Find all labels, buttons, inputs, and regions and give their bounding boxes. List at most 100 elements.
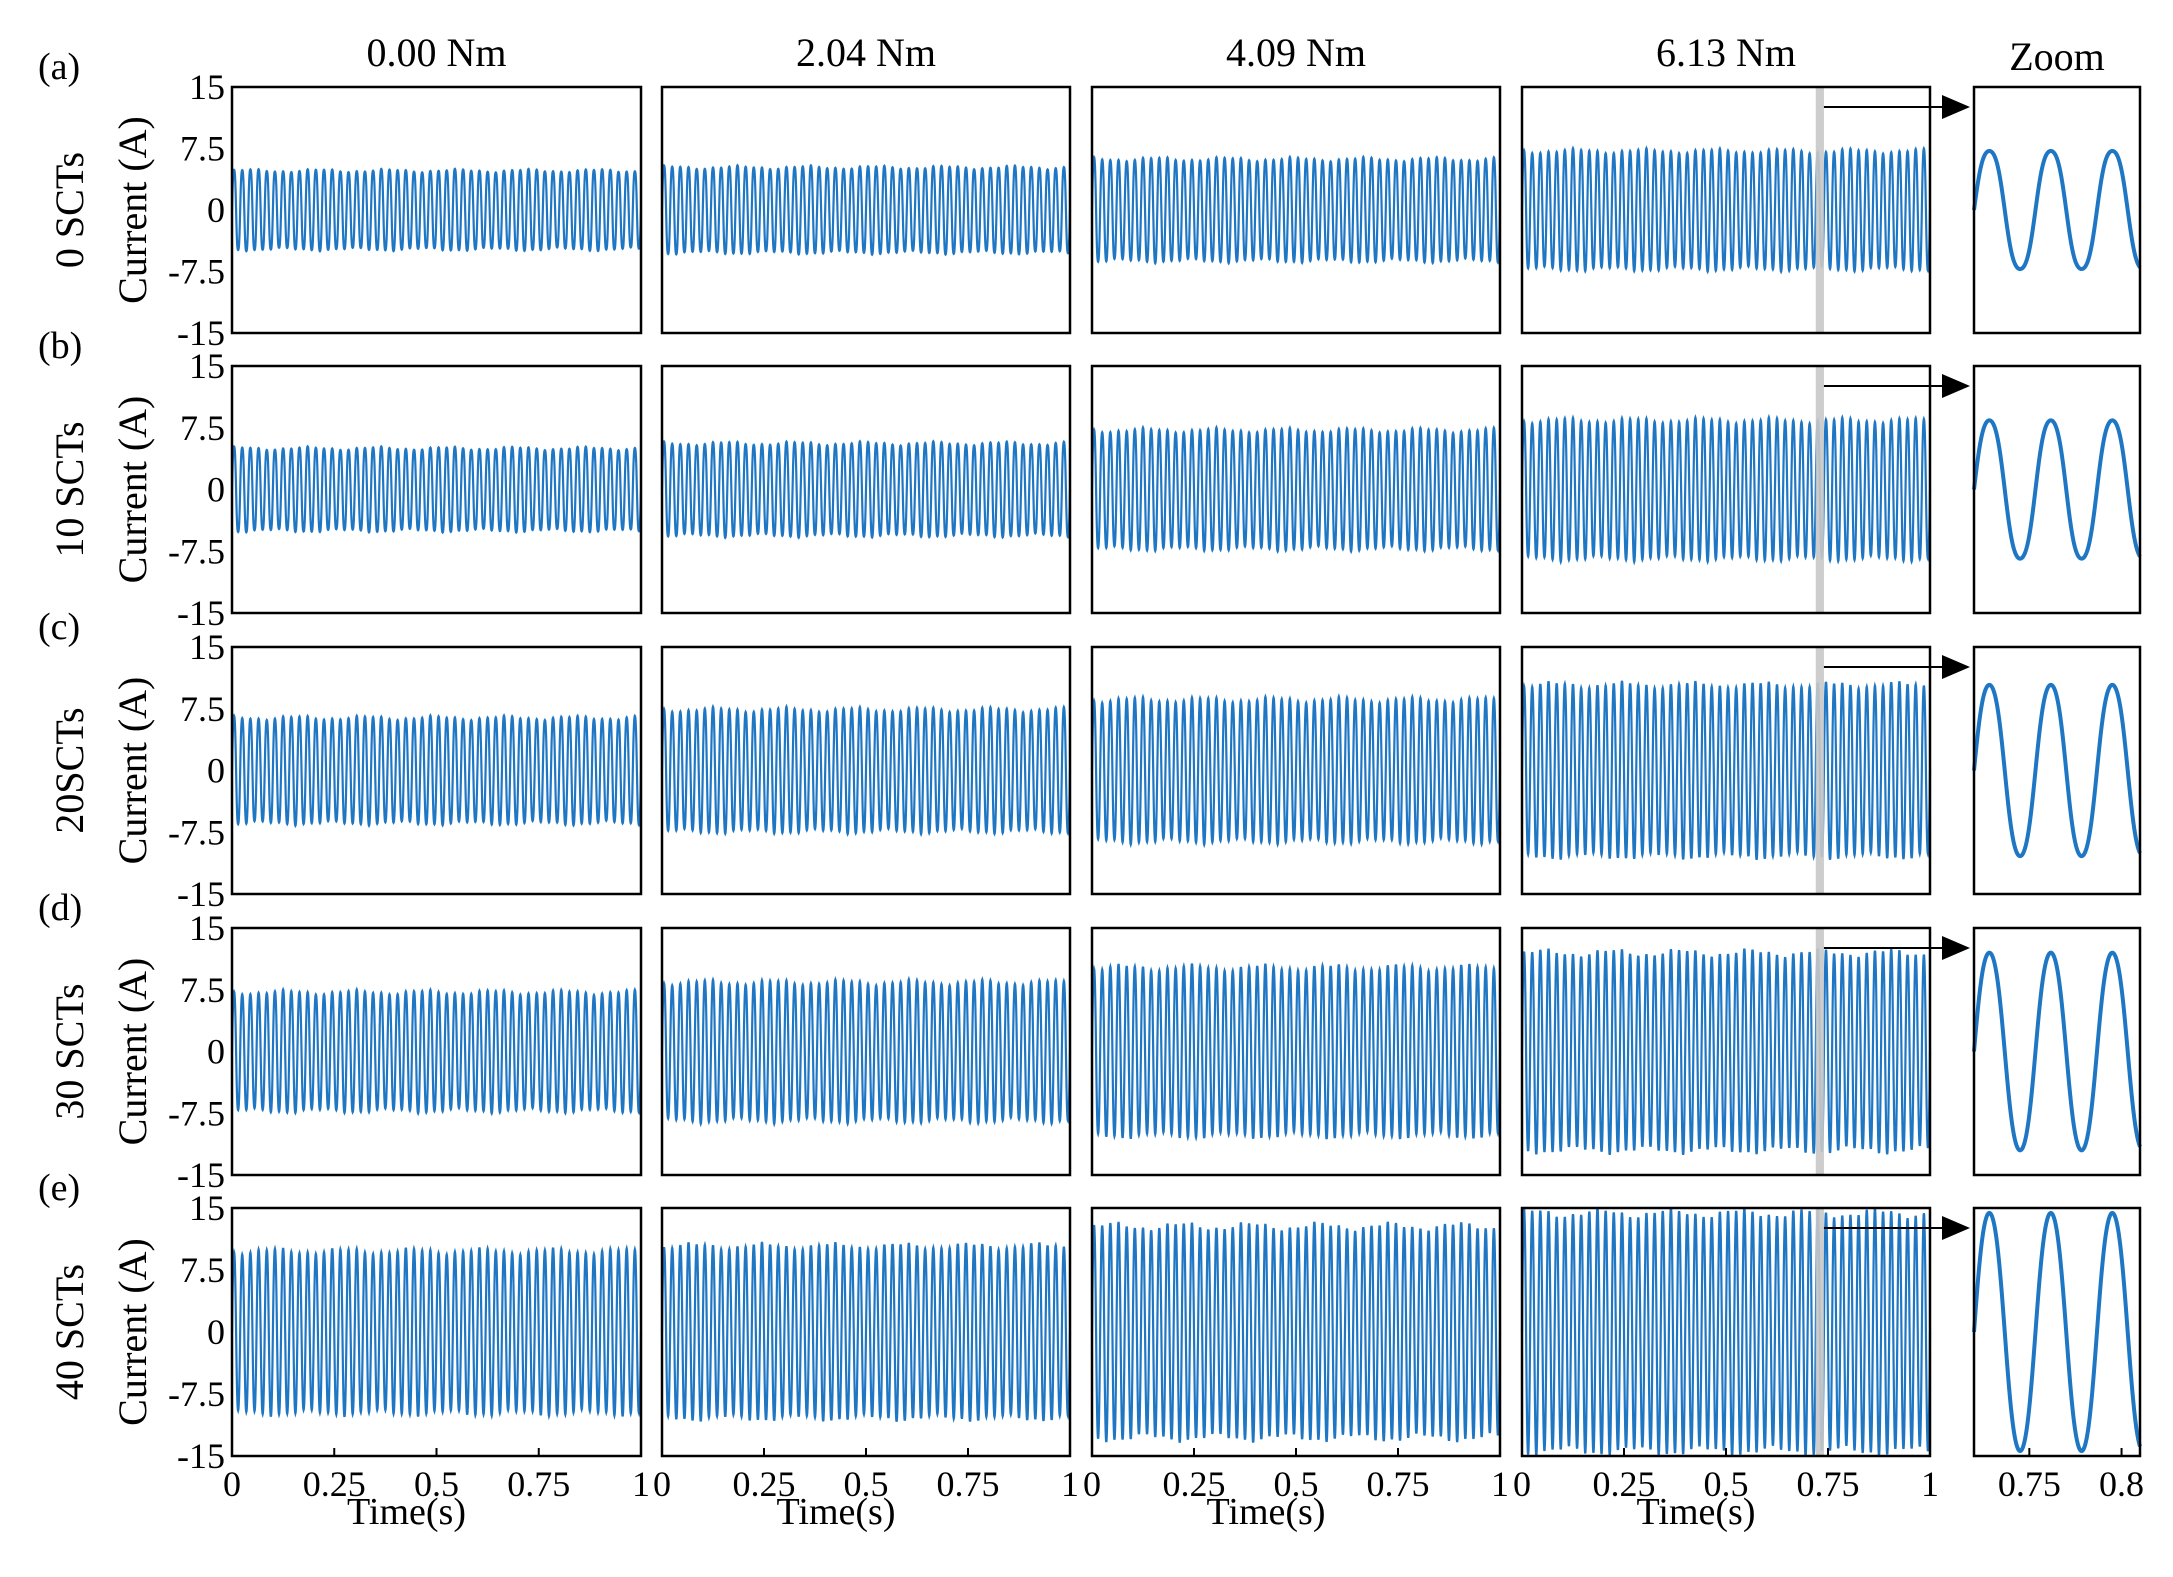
y-axis-label: Current (A)	[110, 396, 155, 584]
panel-frame	[660, 364, 1072, 615]
x-tick-label: 0	[1513, 1464, 1531, 1504]
zoom-highlight	[1815, 647, 1824, 894]
x-tick-label: 1	[632, 1464, 650, 1504]
x-tick-label: 0.75	[1367, 1464, 1430, 1504]
panel-frame	[1090, 645, 1502, 896]
y-axis-label: Current (A)	[110, 1238, 155, 1426]
zoom-panel-1	[1972, 364, 2142, 615]
row-label: 0 SCTs	[47, 152, 92, 268]
row-1: (b) 10 SCTs Current (A) 15 7.5 0 -7.5 -15	[38, 325, 2142, 633]
zoom-panel-0	[1972, 85, 2142, 335]
y-tick-label: -15	[177, 313, 225, 353]
current-trace	[230, 713, 643, 829]
y-tick-label: 0	[207, 190, 225, 230]
current-trace	[660, 1240, 1072, 1423]
panel-frame	[1520, 364, 1932, 615]
y-tick-label: -7.5	[168, 1374, 225, 1414]
zoom-trace	[1972, 418, 2142, 561]
panel-label: (d)	[38, 887, 82, 929]
zoom-arrow-head	[1942, 655, 1970, 679]
x-tick-label: 0.25	[733, 1464, 796, 1504]
x-tick-label: 0.5	[1704, 1464, 1749, 1504]
y-tick-label: 7.5	[180, 689, 225, 729]
zoom-trace	[1972, 148, 2142, 272]
row-3: (d) 30 SCTs Current (A) 15 7.5 0 -7.5 -15	[38, 887, 2142, 1195]
panel-0-1	[660, 85, 1072, 335]
zoom-trace	[1972, 1210, 2142, 1454]
y-axis-label: Current (A)	[110, 677, 155, 865]
x-tick-label: 0.25	[303, 1464, 366, 1504]
panel-3-1	[660, 926, 1072, 1177]
x-axis-label: Time(s)	[1207, 1491, 1326, 1533]
current-trace	[1090, 692, 1502, 849]
x-tick-label: 0	[653, 1464, 671, 1504]
current-trace	[660, 975, 1072, 1128]
panel-frame	[1520, 926, 1932, 1177]
current-trace	[1090, 154, 1502, 266]
zoom-panel-2	[1972, 645, 2142, 896]
x-tick-label: 0.25	[1593, 1464, 1656, 1504]
zoom-highlight	[1815, 928, 1824, 1175]
current-trace	[1090, 1221, 1502, 1443]
zoom-trace	[1972, 682, 2142, 859]
panel-3-2	[1090, 926, 1502, 1177]
panel-label: (c)	[38, 606, 80, 648]
row-0: (a) 0 SCTs Current (A) 15 7.5 0 -7.5 -15	[38, 46, 2142, 353]
y-tick-label: 7.5	[180, 970, 225, 1010]
column-title: 4.09 Nm	[1226, 30, 1366, 75]
x-tick-label: 0.5	[1274, 1464, 1319, 1504]
x-axis-label: Time(s)	[777, 1491, 896, 1533]
y-axis-label: Current (A)	[110, 116, 155, 304]
row-2: (c) 20SCTs Current (A) 15 7.5 0 -7.5 -15	[38, 606, 2142, 914]
column-title: 2.04 Nm	[796, 30, 936, 75]
current-trace	[230, 167, 643, 253]
panel-frame	[1520, 645, 1932, 896]
zoom-x-tick-label: 0.75	[1998, 1464, 2061, 1504]
y-tick-label: 0	[207, 1312, 225, 1352]
panel-frame	[230, 85, 643, 335]
y-tick-label: 15	[189, 1188, 225, 1228]
zoom-highlight	[1815, 1208, 1824, 1456]
panel-0-0	[230, 85, 643, 335]
y-tick-label: -7.5	[168, 531, 225, 571]
zoom-panel-3	[1972, 926, 2142, 1177]
panel-label: (b)	[38, 325, 82, 367]
zoom-panel-4: 0.75 0.8	[1972, 1206, 2144, 1504]
panel-2-1	[660, 645, 1072, 896]
row-label: 30 SCTs	[47, 983, 92, 1119]
row-label: 40 SCTs	[47, 1264, 92, 1400]
current-trace	[660, 703, 1072, 838]
zoom-trace	[1972, 950, 2142, 1153]
current-trace	[230, 986, 643, 1117]
y-tick-label: 15	[189, 346, 225, 386]
x-tick-label: 0.75	[507, 1464, 570, 1504]
y-tick-label: -15	[177, 1155, 225, 1195]
zoom-frame	[1972, 1206, 2142, 1458]
x-tick-label: 1	[1921, 1464, 1939, 1504]
panel-2-2	[1090, 645, 1502, 896]
panel-2-0	[230, 645, 643, 896]
x-tick-label: 0.25	[1163, 1464, 1226, 1504]
panel-1-2	[1090, 364, 1502, 615]
x-tick-label: 0.5	[844, 1464, 889, 1504]
panel-4-0: 0 0.25 0.5 0.75 1 Time(s)	[223, 1206, 650, 1533]
x-axis-label: Time(s)	[1637, 1491, 1756, 1533]
y-tick-label: 7.5	[180, 129, 225, 169]
panel-frame	[1090, 926, 1502, 1177]
current-trace	[230, 444, 643, 535]
y-tick-label: -15	[177, 1436, 225, 1476]
panel-0-3	[1520, 85, 1970, 335]
panel-label: (e)	[38, 1167, 80, 1209]
current-trace	[1520, 413, 1932, 566]
y-tick-label: 7.5	[180, 1250, 225, 1290]
x-tick-label: 0.5	[414, 1464, 459, 1504]
panel-frame	[660, 645, 1072, 896]
x-tick-label: 0.75	[937, 1464, 1000, 1504]
current-trace	[1520, 948, 1932, 1156]
panel-3-3	[1520, 926, 1970, 1177]
zoom-frame	[1972, 85, 2142, 335]
row-4: (e) 40 SCTs Current (A) 15 7.5 0 -7.5 -15 0 0.25 0…	[38, 1167, 2144, 1533]
zoom-arrow-head	[1942, 1216, 1970, 1240]
current-trace	[1520, 145, 1932, 275]
